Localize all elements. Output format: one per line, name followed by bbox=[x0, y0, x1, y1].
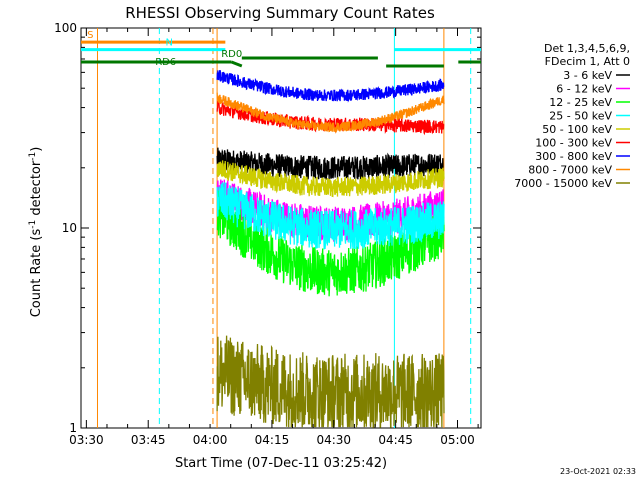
flag-label-rd6: RD6 bbox=[155, 57, 176, 68]
y-tick-label: 1 bbox=[69, 421, 77, 435]
legend-label: 7000 - 15000 keV bbox=[514, 177, 612, 190]
legend-label: 25 - 50 keV bbox=[549, 110, 612, 123]
legend-label: 300 - 800 keV bbox=[535, 150, 612, 163]
x-tick-label: 04:15 bbox=[255, 433, 290, 447]
series-trace-7 bbox=[216, 92, 445, 134]
y-tick-label: 10 bbox=[62, 221, 77, 235]
legend-label: 12 - 25 keV bbox=[549, 96, 612, 109]
series-trace-0 bbox=[216, 147, 445, 180]
plot-area: S N RD6 RD0 bbox=[80, 27, 482, 429]
x-tick-label: 05:00 bbox=[440, 433, 475, 447]
legend-label: 50 - 100 keV bbox=[542, 123, 612, 136]
y-axis-label: Count Rate (s-1 detector-1) bbox=[28, 147, 44, 318]
flag-label-rd0: RD0 bbox=[221, 49, 242, 60]
x-tick-label: 03:45 bbox=[131, 433, 166, 447]
series-trace-6 bbox=[216, 70, 445, 103]
generation-timestamp: 23-Oct-2021 02:33 bbox=[560, 467, 636, 476]
y-axis-ticks: 1 10 100 bbox=[54, 21, 481, 435]
legend-label: 3 - 6 keV bbox=[563, 69, 612, 82]
series-trace-3 bbox=[216, 182, 445, 250]
flag-label-n: N bbox=[166, 38, 173, 49]
legend-label: 800 - 7000 keV bbox=[528, 164, 612, 177]
x-axis-label: Start Time (07-Dec-11 03:25:42) bbox=[175, 456, 387, 471]
chart-title: RHESSI Observing Summary Count Rates bbox=[125, 4, 435, 22]
flag-label-s: S bbox=[87, 30, 93, 41]
flag-bar-rd6-step bbox=[230, 60, 243, 68]
x-tick-label: 04:45 bbox=[378, 433, 413, 447]
x-tick-label: 04:30 bbox=[316, 433, 351, 447]
legend-header-line-2: FDecim 1, Att 0 bbox=[545, 55, 630, 68]
legend-header-line-1: Det 1,3,4,5,6,9, bbox=[544, 42, 630, 55]
series-trace-8 bbox=[216, 335, 445, 428]
legend-label: 6 - 12 keV bbox=[556, 83, 612, 96]
series-trace-4 bbox=[216, 160, 445, 198]
y-tick-label: 100 bbox=[54, 21, 77, 35]
x-tick-label: 03:30 bbox=[69, 433, 104, 447]
x-axis-ticks: 03:30 03:45 04:00 04:15 04:30 04:45 05:00 bbox=[69, 28, 479, 447]
x-tick-label: 04:00 bbox=[193, 433, 228, 447]
legend-label: 100 - 300 keV bbox=[535, 137, 612, 150]
